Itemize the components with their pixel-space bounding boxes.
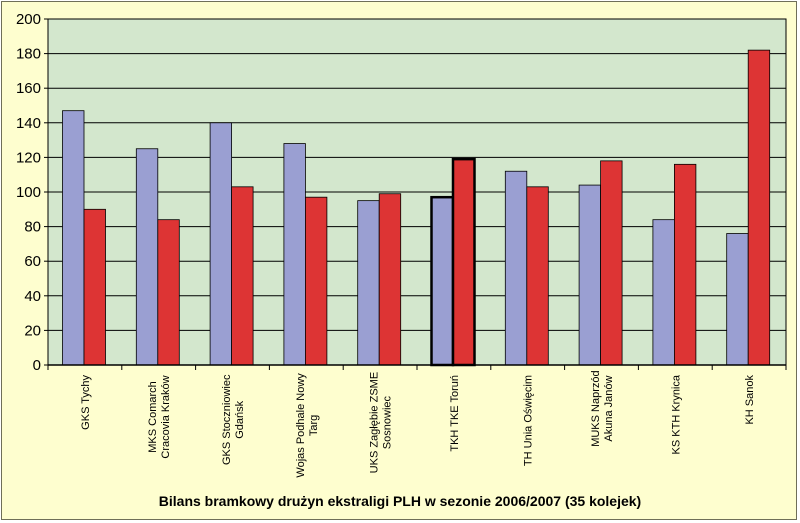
bar-series-2 — [451, 157, 476, 367]
category-label: KS KTH Krynica — [670, 374, 682, 454]
category-label-line: MKS Comarch — [147, 381, 159, 453]
category-label-line: KS KTH Krynica — [670, 374, 682, 454]
category-label: TKH TKE Toruń — [449, 375, 461, 452]
category-label-line: KH Sanok — [744, 375, 756, 425]
y-axis-ticks: 0 20 40 60 80 100 120 140 160 180 200 — [16, 11, 48, 374]
category-label-line: GKS Stoczniowiec — [221, 374, 233, 465]
bar-series-2 — [526, 186, 549, 366]
x-axis-ticks — [47, 365, 787, 370]
category-label-line: Sosnowiec — [382, 396, 394, 450]
bar-series-1 — [283, 143, 306, 366]
category-label: KH Sanok — [744, 375, 756, 425]
y-tick-label: 120 — [16, 149, 41, 166]
bar-series-2 — [83, 208, 106, 366]
bar-series-2 — [674, 163, 697, 366]
bar-series-1 — [209, 122, 233, 366]
category-label: MKS Comarch Cracovia Kraków — [147, 375, 172, 458]
bar-series-2 — [157, 219, 180, 366]
category-label-line: MUKS Naprzód — [590, 370, 602, 446]
y-tick-label: 0 — [33, 357, 41, 374]
bar-series-2 — [600, 160, 623, 366]
y-tick-label: 180 — [16, 46, 41, 63]
bar-series-1 — [578, 184, 601, 366]
bar-series-1 — [652, 219, 675, 366]
bar-series-2 — [747, 49, 771, 366]
bars — [62, 49, 771, 367]
y-tick-label: 20 — [24, 322, 41, 339]
category-label-line: Wojas Podhale Nowy — [295, 373, 307, 478]
bar-series-1 — [62, 110, 85, 366]
category-label: MUKS Naprzód Akuna Janów — [590, 370, 615, 446]
y-tick-label: 40 — [24, 288, 41, 305]
bar-series-1 — [357, 200, 380, 366]
y-tick-label: 160 — [16, 80, 41, 97]
bar-series-1 — [504, 170, 528, 366]
category-label: GKS Stoczniowiec Gdańsk — [221, 374, 246, 465]
bar-series-2 — [378, 193, 402, 366]
category-label-line: Targ — [308, 415, 320, 436]
category-label: GKS Tychy — [80, 375, 92, 430]
bar-series-1 — [135, 148, 159, 366]
y-tick-label: 140 — [16, 115, 41, 132]
bar-series-2 — [304, 196, 328, 366]
y-tick-label: 80 — [24, 219, 41, 236]
bar-series-1 — [726, 233, 749, 366]
category-label-line: TH Unia Oświęcim — [523, 375, 535, 466]
category-label-line: TKH TKE Toruń — [449, 375, 461, 452]
category-label-line: UKS Zagłębie ZSME — [369, 372, 381, 473]
bar-series-1 — [430, 195, 455, 367]
y-tick-label: 100 — [16, 184, 41, 201]
category-label: TH Unia Oświęcim — [523, 375, 535, 466]
y-tick-label: 200 — [16, 11, 41, 28]
category-label-line: Cracovia Kraków — [160, 375, 172, 458]
y-tick-label: 60 — [24, 253, 41, 270]
category-label: Wojas Podhale Nowy Targ — [295, 373, 320, 478]
category-label-line: Akuna Janów — [603, 376, 615, 442]
category-label: UKS Zagłębie ZSME Sosnowiec — [369, 372, 394, 473]
category-labels: GKS Tychy MKS Comarch Cracovia Kraków GKS S… — [80, 370, 756, 477]
chart-title: Bilans bramkowy drużyn ekstraligi PLH w … — [158, 493, 642, 509]
category-label-line: GKS Tychy — [80, 375, 92, 430]
bar-series-2 — [231, 186, 254, 366]
category-label-line: Gdańsk — [234, 400, 246, 438]
